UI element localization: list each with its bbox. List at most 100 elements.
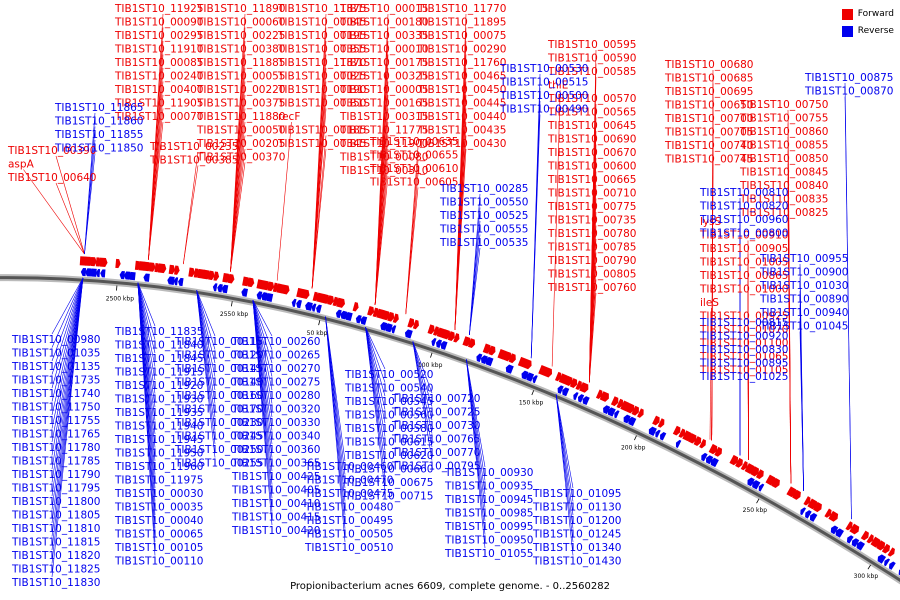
reverse-gene-label: TIB1ST10_11845 <box>114 353 204 365</box>
forward-gene-arrow <box>870 536 881 548</box>
reverse-gene-label: TIB1ST10_00415 <box>231 512 321 524</box>
reverse-gene-label: TIB1ST10_00555 <box>439 224 529 236</box>
forward-gene-arrow <box>881 543 891 554</box>
reverse-label-leader <box>137 282 156 354</box>
reverse-gene-label: TIB1ST10_00115 <box>174 336 264 348</box>
forward-gene-label: TIB1ST10_00050 <box>196 125 286 137</box>
reverse-gene-arrow <box>675 439 682 448</box>
forward-gene-label: TIB1ST10_01070 <box>699 324 789 336</box>
reverse-gene-arrow <box>562 387 570 397</box>
reverse-gene-arrow <box>436 339 443 348</box>
forward-gene-label: TIB1ST10_01105 <box>699 365 789 377</box>
forward-gene-label: ileS <box>700 297 719 309</box>
forward-gene-arrow <box>866 534 874 544</box>
reverse-gene-label: TIB1ST10_00260 <box>231 336 321 348</box>
reverse-gene-label: TIB1ST10_00460 <box>304 461 394 473</box>
reverse-label-leader <box>412 341 433 407</box>
reverse-label-leader <box>799 331 804 491</box>
forward-gene-arrow <box>824 508 832 518</box>
reverse-gene-label: TIB1ST10_11960 <box>114 461 204 473</box>
reverse-gene-arrow <box>167 276 175 285</box>
scale-tick-label: 50 kbp <box>307 330 328 337</box>
scale-tick-mark <box>634 435 637 441</box>
reverse-gene-label: TIB1ST10_00935 <box>444 481 534 493</box>
reverse-gene-label: TIB1ST10_00530 <box>499 63 589 75</box>
forward-gene-arrow <box>90 256 97 267</box>
forward-gene-label: TIB1ST10_00740 <box>664 140 754 152</box>
reverse-label-leader <box>196 290 216 391</box>
forward-label-lines <box>23 13 792 484</box>
reverse-gene-label: TIB1ST10_00535 <box>439 237 529 249</box>
reverse-label-leader <box>51 277 84 362</box>
reverse-gene-label: TIB1ST10_01200 <box>532 515 622 527</box>
reverse-gene-label: TIB1ST10_11735 <box>11 375 101 387</box>
reverse-gene-label: TIB1ST10_11740 <box>11 388 101 400</box>
forward-gene-arrow <box>599 391 609 402</box>
scale-tick-mark <box>430 352 433 358</box>
reverse-gene-label: TIB1ST10_11935 <box>114 407 204 419</box>
forward-gene-arrow <box>828 510 839 522</box>
forward-gene-arrow <box>564 375 573 386</box>
reverse-gene-arrow <box>360 316 368 326</box>
forward-gene-arrow <box>631 405 639 416</box>
reverse-gene-label: TIB1ST10_11780 <box>11 442 101 454</box>
forward-gene-label: TIB1ST10_00640 <box>7 172 97 184</box>
reverse-gene-track <box>80 267 900 576</box>
forward-gene-label: TIB1ST10_00335 <box>339 30 429 42</box>
reverse-gene-label: TIB1ST10_11790 <box>11 469 101 481</box>
forward-gene-arrow <box>687 433 697 444</box>
forward-gene-label: TIB1ST10_00760 <box>547 282 637 294</box>
reverse-gene-arrow <box>85 268 92 277</box>
reverse-gene-arrow <box>521 370 529 380</box>
reverse-gene-arrow <box>856 541 866 551</box>
forward-gene-arrow <box>352 301 359 312</box>
forward-label-leader <box>230 162 246 272</box>
forward-gene-arrow <box>99 257 108 268</box>
reverse-label-leader <box>252 300 273 377</box>
reverse-gene-arrow <box>557 385 564 394</box>
forward-gene-arrow <box>876 540 886 551</box>
forward-gene-label: TIB1ST10_00700 <box>664 113 754 125</box>
reverse-gene-label: TIB1ST10_00890 <box>759 294 849 306</box>
genome-backbone <box>0 276 900 583</box>
forward-gene-arrow <box>860 530 869 541</box>
reverse-gene-label: TIB1ST10_00035 <box>114 502 204 514</box>
reverse-gene-arrow <box>355 314 362 324</box>
reverse-label-leader <box>555 394 574 556</box>
reverse-gene-label: TIB1ST10_11865 <box>54 102 144 114</box>
scale-tick-label: 200 kbp <box>621 444 646 451</box>
reverse-label-leader <box>252 300 273 364</box>
reverse-gene-label: TIB1ST10_00365 <box>231 458 321 470</box>
reverse-gene-label: TIB1ST10_00270 <box>231 363 321 375</box>
reverse-gene-arrow <box>800 507 807 516</box>
reverse-gene-label: TIB1ST10_00030 <box>114 488 204 500</box>
reverse-gene-arrow <box>648 426 657 436</box>
forward-gene-arrow <box>202 269 211 280</box>
forward-gene-label: TIB1ST10_00860 <box>739 126 829 138</box>
forward-gene-label: TIB1ST10_00585 <box>547 66 637 78</box>
reverse-label-leader <box>325 316 346 543</box>
reverse-label-leader <box>137 282 156 327</box>
reverse-gene-arrow <box>830 525 839 535</box>
reverse-label-leader <box>51 277 84 483</box>
forward-gene-arrow <box>672 425 681 436</box>
reverse-label-leader <box>466 359 486 481</box>
reverse-gene-label: TIB1ST10_00945 <box>444 494 534 506</box>
reverse-gene-arrow <box>660 432 667 441</box>
forward-gene-arrow <box>168 264 176 275</box>
forward-gene-arrow <box>85 256 93 266</box>
reverse-gene-label: TIB1ST10_00720 <box>391 393 481 405</box>
reverse-gene-label: TIB1ST10_00065 <box>114 529 204 541</box>
forward-gene-label: TIB1ST10_00685 <box>664 73 754 85</box>
forward-gene-arrow <box>392 313 399 323</box>
forward-gene-label: TIB1ST10_11885 <box>196 57 286 69</box>
scale-tick-label: 300 kbp <box>854 573 879 580</box>
reverse-gene-arrow <box>747 477 755 487</box>
forward-gene-arrow <box>149 262 156 272</box>
forward-gene-arrow <box>467 338 476 349</box>
forward-gene-label: TIB1ST10_11895 <box>417 17 507 29</box>
forward-gene-label: TIB1ST10_00855 <box>739 140 829 152</box>
forward-gene-label: TIB1ST10_01000 <box>699 284 789 296</box>
forward-gene-arrow <box>482 343 491 354</box>
reverse-gene-arrow <box>655 429 661 438</box>
